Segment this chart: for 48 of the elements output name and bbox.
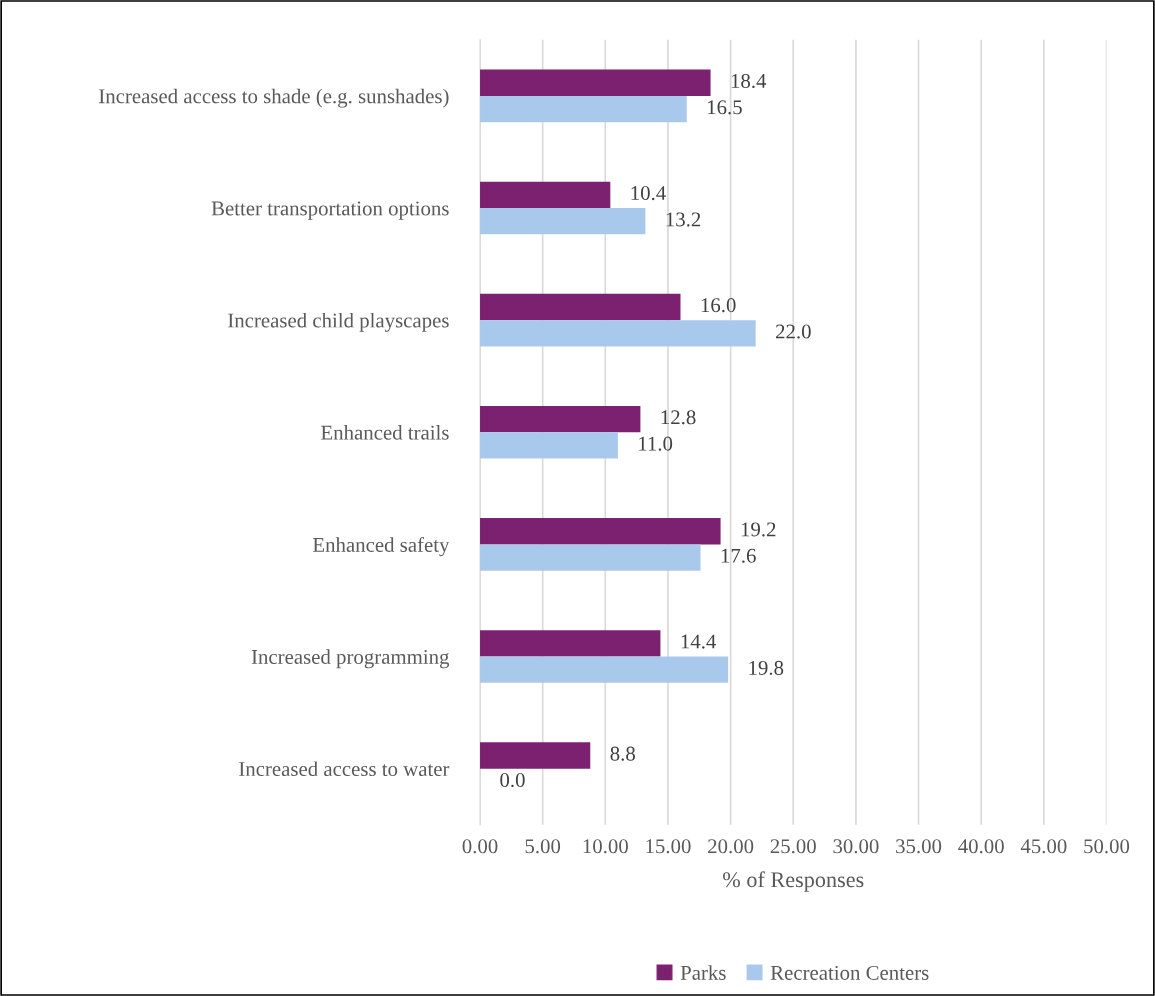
bar (480, 208, 646, 235)
x-axis-title: % of Responses (723, 871, 864, 892)
y-tick-label: Enhanced trails (321, 425, 449, 440)
bar (480, 656, 729, 683)
y-tick-label: Enhanced safety (312, 537, 450, 557)
x-tick-label: 45.00 (1020, 839, 1067, 854)
data-label: 14.4 (681, 634, 717, 649)
y-tick-label: Increased access to water (239, 761, 450, 777)
x-tick-label: 15.00 (646, 839, 691, 854)
bar (480, 432, 618, 459)
data-label: 19.8 (749, 660, 784, 675)
x-tick-label: 30.00 (833, 839, 879, 854)
bar (480, 630, 661, 657)
x-tick-label: 0.00 (462, 839, 498, 854)
bar (480, 742, 591, 769)
data-label: 11.0 (639, 436, 673, 451)
legend-label: Parks (680, 965, 726, 980)
bar (480, 181, 611, 209)
data-label: 13.2 (666, 212, 701, 227)
y-tick-label: Increased child playscapes (228, 312, 449, 332)
data-label: 16.0 (701, 298, 736, 313)
bar (480, 293, 681, 321)
data-label: 8.8 (610, 746, 635, 761)
bar (480, 544, 701, 571)
data-label: 10.4 (631, 186, 666, 201)
bar (480, 320, 756, 347)
y-tick-label: Better transportation options (211, 201, 449, 220)
data-label: 18.4 (731, 73, 767, 89)
x-tick-label: 10.00 (583, 839, 628, 854)
data-label: 16.5 (708, 100, 742, 115)
data-label: 12.8 (661, 410, 696, 425)
bar (480, 405, 641, 433)
x-tick-label: 40.00 (958, 839, 1004, 854)
data-label: 19.2 (741, 522, 776, 537)
x-tick-label: 20.00 (708, 839, 754, 854)
data-label: 22.0 (776, 324, 811, 339)
x-tick-label: 25.00 (770, 839, 816, 854)
x-tick-label: 5.00 (525, 839, 561, 854)
legend-label: Recreation Centers (770, 965, 929, 980)
y-tick-label: Increased access to shade (e.g. sunshades) (99, 88, 449, 108)
y-tick-label: Increased programming (251, 649, 450, 669)
bar (480, 69, 711, 96)
data-label: 0.0 (500, 772, 525, 788)
bar (480, 518, 721, 545)
x-tick-label: 50.00 (1084, 839, 1130, 854)
x-tick-label: 35.00 (896, 839, 942, 854)
bar (480, 95, 687, 123)
data-label: 17.6 (721, 548, 756, 563)
